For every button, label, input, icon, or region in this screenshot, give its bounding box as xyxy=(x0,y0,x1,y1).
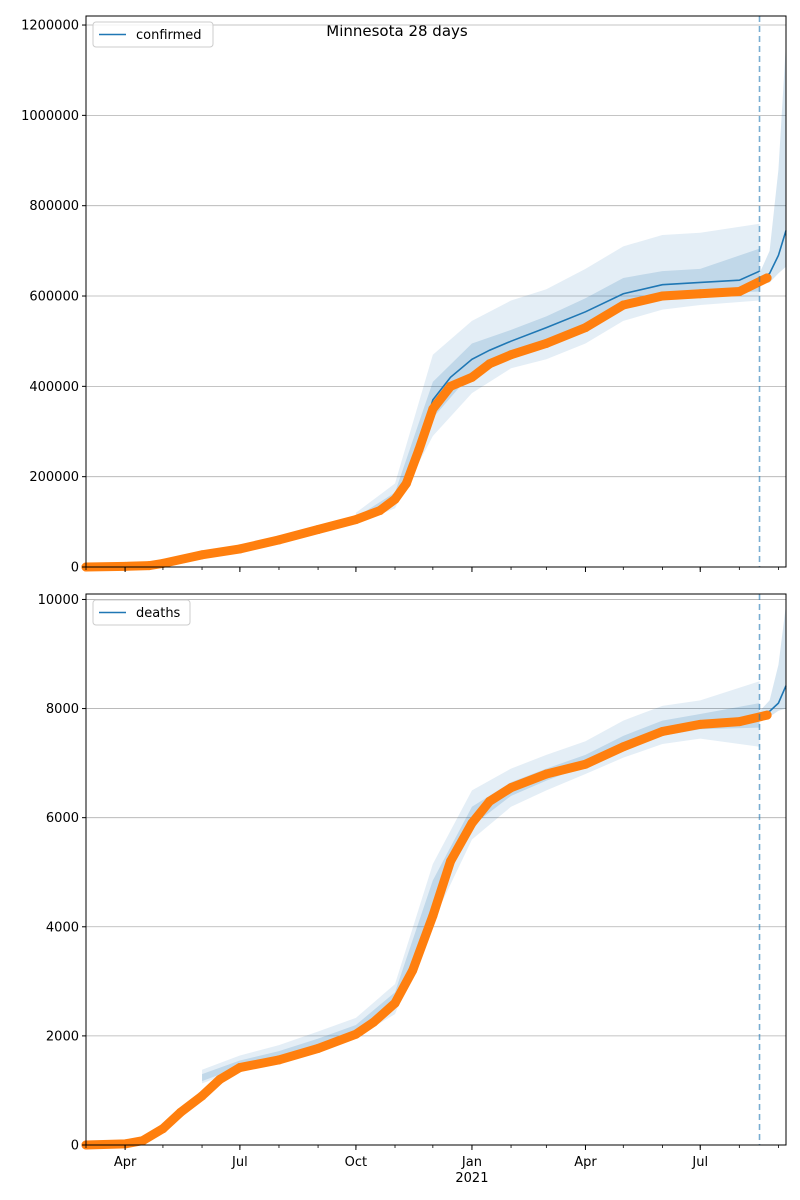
data-point xyxy=(506,350,516,360)
data-point xyxy=(695,719,705,729)
legend: confirmed xyxy=(92,21,214,48)
y-tick-label: 0 xyxy=(71,1139,79,1154)
confidence-band-outer xyxy=(202,681,760,1084)
data-point xyxy=(120,1139,130,1149)
y-tick-label: 10000 xyxy=(38,593,79,608)
observed-series xyxy=(81,273,772,572)
y-tick-label: 1000000 xyxy=(21,109,79,124)
axes-frame xyxy=(85,593,787,1146)
confirmed-panel: 0 200000 400000 600000 800000 1000000 1200000 c… xyxy=(21,15,787,576)
data-point xyxy=(467,372,477,382)
legend-box xyxy=(92,21,214,48)
data-point xyxy=(734,287,744,296)
data-point xyxy=(446,381,456,391)
y-tick-label: 400000 xyxy=(29,380,79,395)
legend-label: deaths xyxy=(136,606,181,621)
data-point xyxy=(657,726,667,736)
y-tick-label: 0 xyxy=(71,561,79,576)
forecast-band xyxy=(759,604,786,720)
data-point xyxy=(446,856,456,866)
data-point xyxy=(485,796,495,806)
legend-label: confirmed xyxy=(136,28,202,43)
data-point xyxy=(158,1124,168,1134)
data-point xyxy=(197,550,207,560)
forecast-band xyxy=(759,43,786,285)
y-tick-label: 4000 xyxy=(46,920,79,935)
observed-series xyxy=(81,710,772,1150)
y-tick-label: 600000 xyxy=(29,290,79,305)
data-point xyxy=(467,818,477,828)
data-point xyxy=(762,710,772,720)
data-point xyxy=(541,769,551,779)
data-point xyxy=(428,911,438,921)
data-point xyxy=(375,506,385,516)
data-point xyxy=(351,1029,361,1039)
legend: deaths xyxy=(92,599,191,626)
y-tick-label: 6000 xyxy=(46,811,79,826)
data-point xyxy=(580,323,590,333)
data-point xyxy=(695,289,705,299)
figure-title: Minnesota 28 days xyxy=(326,22,468,40)
x-tick-label: Apr xyxy=(114,1155,137,1170)
data-point xyxy=(580,759,590,769)
data-point xyxy=(274,535,284,545)
data-point xyxy=(618,742,628,752)
x-tick-label: Jan xyxy=(461,1155,482,1170)
deaths-panel: 0 2000 4000 6000 8000 10000 Apr Jul Oct Jan Apr Jul… xyxy=(38,593,787,1186)
data-point xyxy=(506,783,516,793)
y-tick-label: 200000 xyxy=(29,470,79,485)
data-point xyxy=(369,1017,379,1027)
data-point xyxy=(762,273,772,283)
data-point xyxy=(657,291,667,301)
data-point xyxy=(618,300,628,310)
x-tick-label: Apr xyxy=(574,1155,597,1170)
data-point xyxy=(215,1075,225,1085)
data-point xyxy=(414,445,424,455)
axes-frame xyxy=(85,15,787,568)
data-point xyxy=(351,515,361,525)
data-point xyxy=(235,1063,245,1073)
data-point xyxy=(313,1043,323,1053)
data-point xyxy=(235,544,245,554)
data-point xyxy=(176,1107,186,1117)
y-tick-label: 8000 xyxy=(46,702,79,717)
y-tick-label: 2000 xyxy=(46,1029,79,1044)
data-point xyxy=(197,1091,207,1101)
data-point xyxy=(541,338,551,348)
data-point xyxy=(138,1136,148,1146)
y-tick-label: 800000 xyxy=(29,199,79,214)
data-point xyxy=(428,404,438,414)
confidence-band-outer xyxy=(355,223,760,525)
data-point xyxy=(401,478,411,488)
data-point xyxy=(120,561,130,571)
data-point xyxy=(734,717,744,727)
confidence-band-inner xyxy=(202,703,760,1082)
x-tick-label: Jul xyxy=(231,1155,248,1170)
data-point xyxy=(313,525,323,535)
data-point xyxy=(408,965,418,975)
data-point xyxy=(274,1055,284,1065)
data-point xyxy=(485,359,495,369)
x-year-label: 2021 xyxy=(455,1171,488,1186)
y-tick-label: 1200000 xyxy=(21,19,79,34)
x-tick-label: Oct xyxy=(345,1155,367,1170)
data-point xyxy=(158,558,168,568)
legend-box xyxy=(92,599,191,626)
data-point xyxy=(144,561,154,571)
data-point xyxy=(390,998,400,1008)
data-point xyxy=(390,494,400,504)
x-tick-label: Jul xyxy=(691,1155,708,1170)
